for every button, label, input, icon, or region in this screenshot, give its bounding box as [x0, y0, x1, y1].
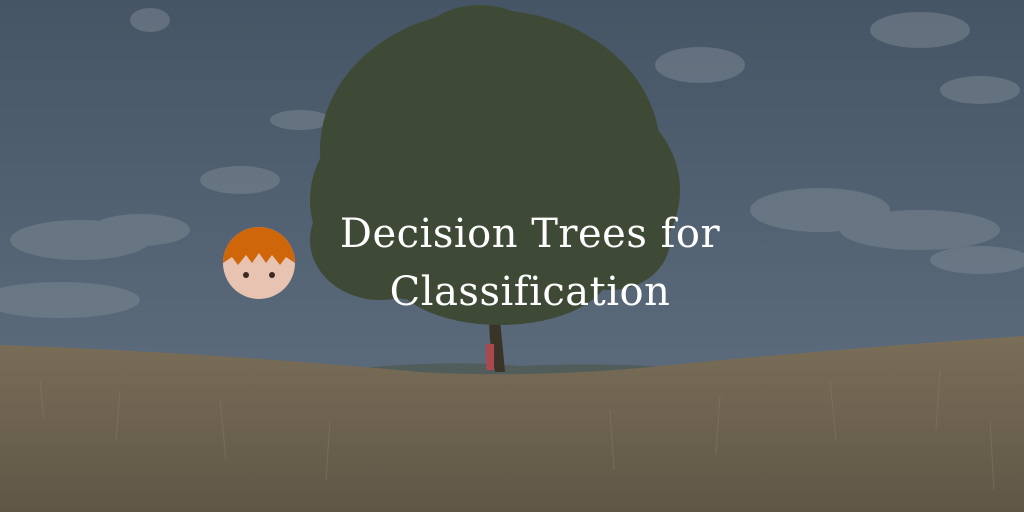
title-block: Decision Trees for Classification: [222, 205, 740, 321]
grass-texture: [39, 369, 995, 491]
clouds: [0, 8, 1024, 318]
title-line-2: Classification: [389, 269, 671, 315]
tree: [310, 5, 680, 372]
title-line-1: Decision Trees for: [339, 211, 721, 257]
kid-avatar-icon: [223, 227, 295, 299]
person-figure: [486, 344, 494, 370]
page-title: Decision Trees for Classification: [320, 205, 740, 321]
grass-field: [0, 336, 1024, 512]
